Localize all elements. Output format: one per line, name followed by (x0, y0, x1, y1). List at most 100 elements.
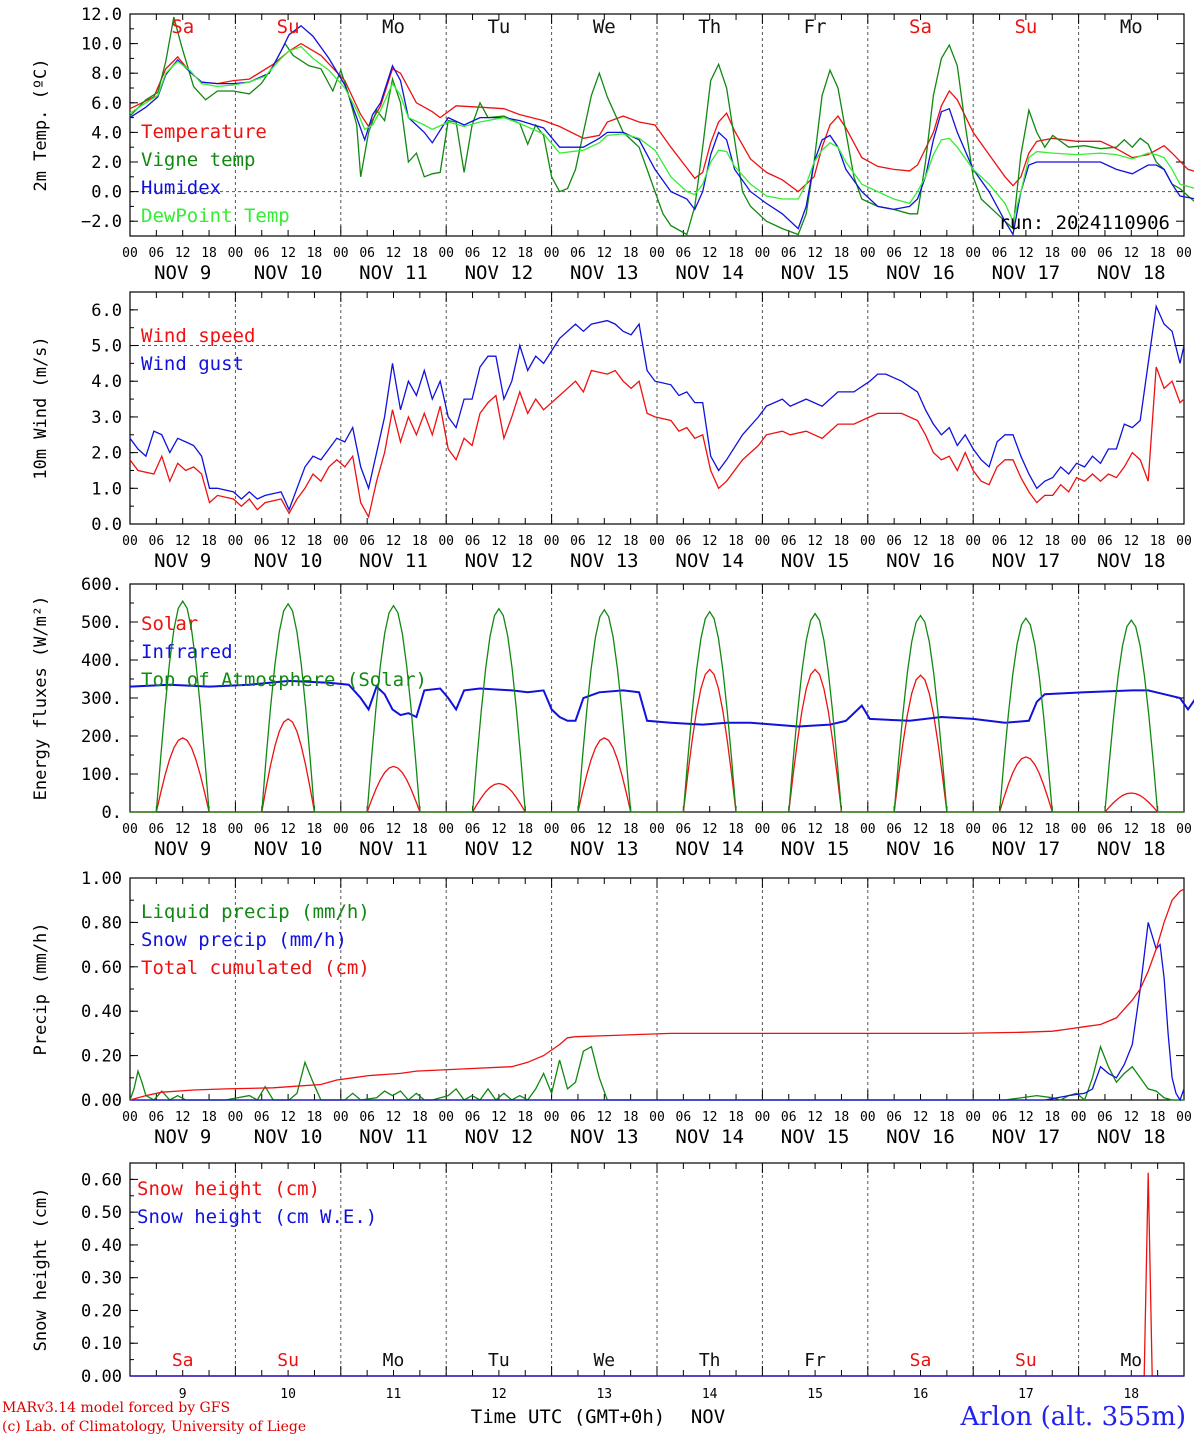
x-hour-label: 00 (755, 534, 771, 549)
x-hour-label: 00 (544, 534, 560, 549)
y-tick-label: −2.0 (81, 212, 122, 232)
x-hour-label: 12 (702, 1110, 718, 1125)
x-hour-label: 18 (1150, 822, 1166, 837)
x-hour-label: 06 (992, 246, 1008, 261)
y-tick-label: 400. (81, 651, 122, 671)
x-hour-label: 18 (834, 1110, 850, 1125)
x-hour-label: 18 (201, 822, 217, 837)
legend-entry: Infrared (141, 641, 233, 663)
weekday-label: Sa (909, 16, 932, 38)
y-tick-label: 8.0 (91, 64, 122, 84)
x-date-label: NOV 10 (254, 262, 323, 284)
x-hour-label: 06 (570, 822, 586, 837)
x-hour-label: 06 (1097, 534, 1113, 549)
x-hour-label: 06 (359, 246, 375, 261)
weekday-label: Fr (804, 1350, 826, 1371)
y-tick-label: 0.40 (81, 1002, 122, 1022)
x-hour-label: 06 (781, 534, 797, 549)
legend-entry: Temperature (141, 121, 267, 143)
x-hour-label: 00 (228, 822, 244, 837)
x-hour-label: 12 (913, 1110, 929, 1125)
x-hour-label: 12 (1018, 1110, 1034, 1125)
x-axis-title: Time UTC (GMT+0h) (471, 1406, 665, 1428)
x-hour-label: 06 (149, 246, 165, 261)
x-date-label: NOV 18 (1097, 262, 1166, 284)
legend-entry: Solar (141, 613, 198, 635)
x-hour-label: 18 (1150, 246, 1166, 261)
y-axis-title: Snow height (cm) (31, 1188, 51, 1352)
x-hour-label: 18 (517, 1110, 533, 1125)
x-hour-label: 06 (465, 534, 481, 549)
legend-entry: Wind speed (141, 325, 255, 347)
weekday-label: Mo (1120, 16, 1143, 38)
y-tick-label: 0.60 (81, 1170, 122, 1190)
x-hour-label: 00 (333, 822, 349, 837)
x-hour-label: 12 (175, 246, 191, 261)
y-tick-label: 500. (81, 613, 122, 633)
x-hour-label: 12 (280, 534, 296, 549)
x-hour-label: 12 (807, 822, 823, 837)
series-line (129, 24, 1194, 237)
x-hour-label: 12 (596, 822, 612, 837)
y-tick-label: 12.0 (81, 5, 122, 25)
station-label: Arlon (alt. 355m) (960, 1402, 1186, 1432)
x-hour-label: 06 (254, 822, 270, 837)
x-hour-label: 12 (702, 822, 718, 837)
x-hour-label: 18 (939, 822, 955, 837)
x-date-label: NOV 14 (675, 550, 744, 572)
x-hour-label: 00 (1176, 822, 1192, 837)
x-date-label: NOV 16 (886, 262, 955, 284)
x-hour-label: 12 (386, 246, 402, 261)
x-hour-label: 12 (1123, 246, 1139, 261)
x-date-label: NOV 18 (1097, 838, 1166, 860)
x-hour-label: 00 (755, 1110, 771, 1125)
x-date-label: NOV 12 (465, 262, 534, 284)
legend-entry: Snow height (cm W.E.) (137, 1206, 377, 1228)
run-label: run: 2024110906 (998, 212, 1170, 234)
x-hour-label: 06 (676, 246, 692, 261)
x-hour-label: 06 (781, 246, 797, 261)
x-hour-label: 00 (860, 822, 876, 837)
x-hour-label: 06 (465, 822, 481, 837)
x-hour-label: 06 (886, 534, 902, 549)
x-hour-label: 06 (149, 1110, 165, 1125)
x-hour-label: 06 (992, 1110, 1008, 1125)
x-hour-label: 18 (517, 246, 533, 261)
x-date-label: NOV 11 (359, 262, 428, 284)
x-hour-label: 18 (834, 534, 850, 549)
x-hour-label: 00 (649, 534, 665, 549)
y-tick-label: 3.0 (91, 408, 122, 428)
x-date-label: NOV 9 (154, 838, 211, 860)
x-hour-label: 18 (412, 1110, 428, 1125)
panel-precip: 0.00 0.20 0.40 0.60 0.80 1.00 Precip (mm/h) Liq… (31, 869, 1192, 1148)
legend-entry: DewPoint Temp (141, 205, 290, 227)
x-hour-label: 12 (596, 1110, 612, 1125)
y-tick-label: 0.40 (81, 1236, 122, 1256)
x-hour-label: 00 (755, 246, 771, 261)
x-hour-label: 18 (1044, 822, 1060, 837)
weekday-label: Tu (487, 16, 510, 38)
day-number-label: 15 (807, 1387, 823, 1402)
x-date-label: NOV 12 (465, 838, 534, 860)
y-tick-label: 0.50 (81, 1203, 122, 1223)
model-credit: MARv3.14 model forced by GFS (2, 1400, 231, 1416)
x-date-label: NOV 9 (154, 550, 211, 572)
x-hour-label: 12 (175, 534, 191, 549)
x-hour-label: 06 (149, 822, 165, 837)
y-tick-label: 6.0 (91, 301, 122, 321)
y-tick-label: 0.20 (81, 1301, 122, 1321)
x-hour-label: 18 (201, 246, 217, 261)
x-hour-label: 00 (333, 534, 349, 549)
x-hour-label: 12 (491, 246, 507, 261)
x-hour-label: 06 (570, 1110, 586, 1125)
legend-entry: Snow height (cm) (137, 1178, 320, 1200)
x-date-label: NOV 11 (359, 838, 428, 860)
x-date-label: NOV 9 (154, 262, 211, 284)
legend-entry: Humidex (141, 177, 221, 199)
x-date-label: NOV 14 (675, 838, 744, 860)
x-hour-label: 12 (596, 246, 612, 261)
weekday-label: Sa (171, 16, 194, 38)
y-tick-label: 4.0 (91, 123, 122, 143)
x-hour-label: 18 (1044, 246, 1060, 261)
x-date-label: NOV 12 (465, 1126, 534, 1148)
